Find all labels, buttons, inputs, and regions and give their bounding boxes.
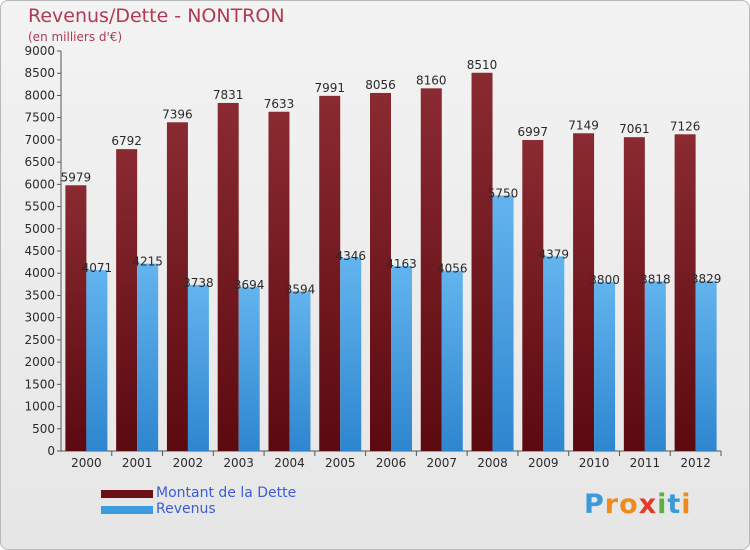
- x-tick-label: 2005: [325, 456, 356, 470]
- x-tick-label: 2001: [122, 456, 153, 470]
- x-tick-label: 2011: [630, 456, 661, 470]
- data-label-dette: 7396: [162, 107, 193, 121]
- bar-dette: [623, 137, 645, 451]
- data-label-dette: 6792: [111, 134, 142, 148]
- y-tick-label: 5500: [24, 200, 55, 214]
- x-tick-label: 2010: [579, 456, 610, 470]
- legend-swatch-revenus: [101, 506, 153, 514]
- data-label-dette: 8510: [467, 58, 498, 72]
- data-label-revenus: 4163: [386, 257, 417, 271]
- bar-dette: [217, 102, 239, 451]
- data-label-dette: 7061: [619, 122, 650, 136]
- bar-dette: [674, 134, 696, 452]
- data-label-revenus: 3829: [691, 272, 722, 286]
- data-label-dette: 7633: [264, 97, 295, 111]
- data-label-revenus: 3818: [640, 272, 671, 286]
- data-label-revenus: 3594: [285, 282, 316, 296]
- y-tick-label: 1000: [24, 400, 55, 414]
- bar-revenus: [594, 282, 616, 451]
- bar-revenus: [492, 195, 514, 451]
- x-tick-label: 2012: [680, 456, 711, 470]
- bar-revenus: [86, 270, 108, 451]
- data-label-dette: 8056: [365, 78, 396, 92]
- bar-dette: [65, 185, 87, 451]
- y-tick-label: 7500: [24, 111, 55, 125]
- bar-dette: [522, 140, 544, 451]
- data-label-revenus: 4346: [335, 249, 366, 263]
- y-tick-label: 4500: [24, 244, 55, 258]
- bar-revenus: [238, 286, 260, 451]
- bar-revenus: [137, 263, 159, 451]
- y-tick-label: 8500: [24, 66, 55, 80]
- data-label-revenus: 4379: [539, 247, 570, 261]
- data-label-revenus: 5750: [488, 186, 519, 200]
- data-label-revenus: 3738: [183, 276, 214, 290]
- legend-label-dette: Montant de la Dette: [156, 485, 297, 501]
- y-tick-label: 500: [32, 422, 55, 436]
- bar-dette: [370, 92, 391, 451]
- x-tick-label: 2008: [477, 456, 508, 470]
- x-tick-label: 2000: [71, 456, 102, 470]
- bar-dette: [420, 88, 442, 451]
- y-tick-label: 4000: [24, 266, 55, 280]
- chart-subtitle: (en milliers d'€): [28, 30, 123, 44]
- bar-revenus: [289, 291, 311, 451]
- bar-revenus: [441, 270, 463, 451]
- bar-dette: [471, 72, 493, 452]
- data-label-dette: 8160: [416, 73, 447, 87]
- y-tick-label: 1500: [24, 377, 55, 391]
- bar-dette: [573, 133, 595, 451]
- data-label-dette: 5979: [61, 170, 92, 184]
- data-label-dette: 7831: [213, 88, 244, 102]
- x-tick-label: 2007: [426, 456, 457, 470]
- data-label-revenus: 3800: [589, 273, 620, 287]
- bar-revenus: [187, 284, 209, 451]
- y-tick-label: 2000: [24, 355, 55, 369]
- bar-dette: [116, 149, 138, 451]
- data-label-dette: 7991: [314, 81, 345, 95]
- legend-label-revenus: Revenus: [156, 501, 216, 517]
- y-tick-label: 6500: [24, 155, 55, 169]
- y-tick-label: 9000: [24, 44, 55, 58]
- chart-title: Revenus/Dette - NONTRON: [28, 5, 285, 27]
- x-tick-label: 2002: [173, 456, 204, 470]
- y-tick-label: 5000: [24, 222, 55, 236]
- data-label-revenus: 4071: [82, 261, 113, 275]
- x-tick-label: 2003: [223, 456, 254, 470]
- data-label-revenus: 4215: [132, 255, 163, 269]
- legend-swatch-dette: [101, 490, 153, 498]
- x-tick-label: 2004: [274, 456, 305, 470]
- bar-dette: [268, 111, 290, 451]
- data-label-dette: 7149: [568, 118, 599, 132]
- bar-revenus: [391, 265, 412, 451]
- data-label-revenus: 4056: [437, 262, 468, 276]
- data-label-dette: 6997: [518, 125, 549, 139]
- y-tick-label: 2500: [24, 333, 55, 347]
- bar-dette: [319, 95, 341, 451]
- bar-revenus: [543, 256, 565, 451]
- bar-revenus: [340, 257, 362, 451]
- y-tick-label: 0: [47, 444, 55, 458]
- bar-revenus: [644, 281, 666, 451]
- x-tick-label: 2009: [528, 456, 559, 470]
- proxiti-logo: Proxiti: [584, 489, 692, 520]
- y-tick-label: 6000: [24, 177, 55, 191]
- y-tick-label: 3000: [24, 311, 55, 325]
- y-tick-label: 7000: [24, 133, 55, 147]
- bar-revenus: [695, 280, 717, 451]
- data-label-revenus: 3694: [234, 278, 265, 292]
- y-tick-label: 3500: [24, 288, 55, 302]
- data-label-dette: 7126: [670, 119, 701, 133]
- bar-dette: [166, 122, 188, 452]
- y-tick-label: 8000: [24, 88, 55, 102]
- x-tick-label: 2006: [376, 456, 407, 470]
